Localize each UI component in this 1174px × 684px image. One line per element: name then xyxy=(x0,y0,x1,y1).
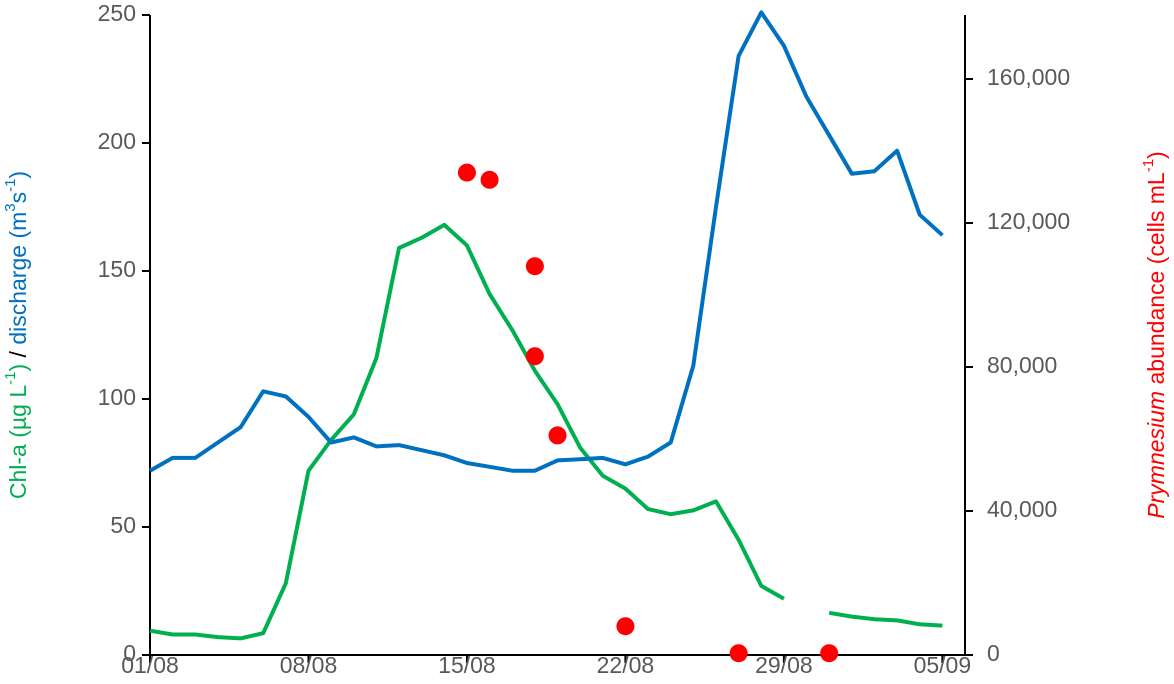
axis-label-part: Chl-a (µg L xyxy=(5,385,31,499)
y-axis-label: Chl-a (µg L-1) / discharge (m3s-1) xyxy=(2,171,31,499)
data-point xyxy=(729,644,748,663)
axis-label-part: -1 xyxy=(2,372,19,385)
x-tick-label: 01/08 xyxy=(121,652,179,678)
x-tick-label: 08/08 xyxy=(280,652,338,678)
axis-label-part: ) xyxy=(5,171,31,179)
y-tick-label: 0 xyxy=(123,640,136,666)
y2-tick-label: 120,000 xyxy=(987,208,1070,234)
data-point xyxy=(525,347,544,366)
x-tick-label: 29/08 xyxy=(755,652,813,678)
axis-label-part: Prymnesium xyxy=(1143,391,1169,519)
data-point xyxy=(548,426,567,445)
axis-label-part: 3 xyxy=(2,203,19,211)
data-point xyxy=(525,257,544,276)
data-point xyxy=(457,163,476,182)
data-point xyxy=(820,644,839,663)
x-tick-label: 15/08 xyxy=(438,652,496,678)
x-tick-label: 05/09 xyxy=(914,652,972,678)
axis-label-part: discharge (m xyxy=(5,212,31,345)
axis-label-part: s xyxy=(5,192,31,204)
axis-label-part: ) xyxy=(5,364,31,372)
y-tick-label: 250 xyxy=(98,0,136,26)
y2-tick-label: 160,000 xyxy=(987,64,1070,90)
data-point xyxy=(616,617,635,636)
y2-tick-label: 40,000 xyxy=(987,496,1057,522)
data-line xyxy=(149,10,944,473)
axis-label-part: / xyxy=(5,345,31,364)
data-point xyxy=(480,170,499,189)
y2-axis-label: Prymnesium abundance (cells mL-1) xyxy=(1140,151,1169,518)
y-tick-label: 200 xyxy=(98,128,136,154)
axis-label-part: ) xyxy=(1143,151,1169,159)
data-line xyxy=(149,222,943,641)
y-tick-label: 50 xyxy=(110,512,136,538)
axis-label-part: -1 xyxy=(2,179,19,192)
y2-tick-label: 80,000 xyxy=(987,352,1057,378)
y-tick-label: 100 xyxy=(98,384,136,410)
x-tick-label: 22/08 xyxy=(597,652,655,678)
axis-label-part: abundance (cells mL xyxy=(1143,172,1169,391)
axis-label-part: -1 xyxy=(1140,159,1157,172)
y2-tick-label: 0 xyxy=(987,640,1000,666)
y-tick-label: 150 xyxy=(98,256,136,282)
